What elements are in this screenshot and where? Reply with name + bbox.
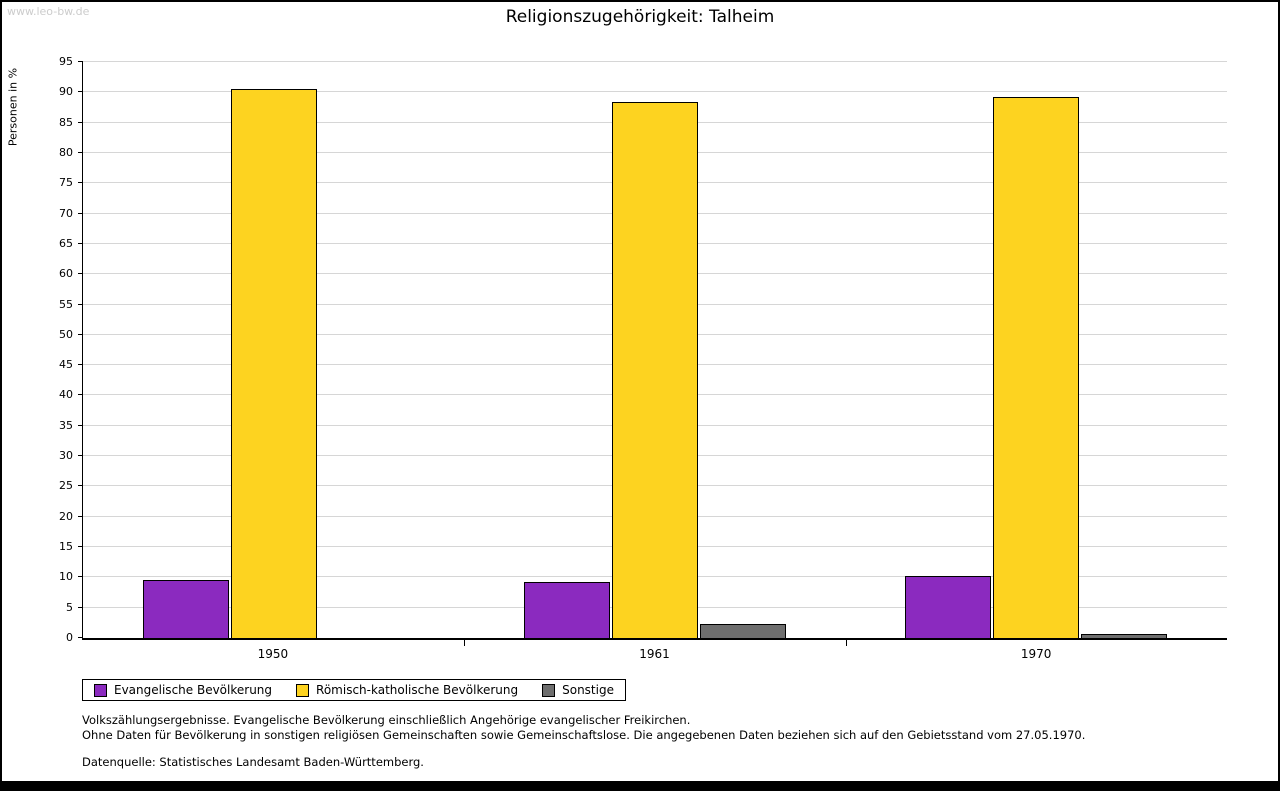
bar-evangelische-1961: [523, 581, 610, 638]
y-axis-tick-label: 95: [59, 55, 73, 68]
watermark: www.leo-bw.de: [7, 5, 90, 18]
legend-item: Römisch-katholische Bevölkerung: [296, 683, 518, 697]
y-axis-tick: [78, 394, 83, 396]
y-axis-tick: [78, 303, 83, 305]
y-axis-tick-label: 35: [59, 418, 73, 432]
legend: Evangelische Bevölkerung Römisch-katholis…: [82, 679, 626, 701]
y-axis-tick: [78, 333, 83, 335]
y-axis-tick: [78, 151, 83, 153]
y-axis-tick: [78, 637, 83, 638]
bars-layer: [83, 62, 1227, 638]
footnote-line-2: Ohne Daten für Bevölkerung in sonstigen …: [82, 727, 1086, 742]
y-axis-tick: [78, 364, 83, 366]
y-axis-tick: [78, 273, 83, 275]
legend-swatch-icon: [94, 683, 107, 697]
bar-group-1950: [83, 62, 464, 638]
x-axis-tick: [845, 638, 847, 646]
x-axis-label-1950: 1950: [257, 647, 289, 661]
y-axis-tick-label: 25: [59, 479, 73, 493]
y-axis-tick-label: 80: [59, 145, 73, 159]
data-source-line: Datenquelle: Statistisches Landesamt Bad…: [82, 755, 424, 769]
y-axis-tick: [78, 576, 83, 578]
y-axis-tick: [78, 424, 83, 426]
legend-item: Sonstige: [542, 683, 614, 697]
footnote-line-1: Volkszählungsergebnisse. Evangelische Be…: [82, 713, 691, 727]
y-axis-tick: [78, 182, 83, 184]
y-axis-tick-label: 90: [59, 85, 73, 99]
plot-area: 0 5 10 15 20 25 30 35 40 45 50 55 60 65 70 75 80 85 90 95: [59, 55, 1227, 646]
gridline: [83, 91, 1227, 93]
bar-evangelische-1970: [905, 576, 992, 638]
y-axis-tick-label: 15: [59, 540, 73, 554]
y-axis-tick-label: 40: [59, 388, 73, 402]
y-axis-tick-label: 85: [59, 115, 73, 129]
gridline: [83, 61, 1227, 62]
legend-label: Evangelische Bevölkerung: [114, 683, 273, 697]
y-axis-tick: [78, 212, 83, 214]
legend-label: Römisch-katholische Bevölkerung: [316, 683, 519, 697]
y-axis-tick-label: 75: [59, 176, 73, 190]
footnotes: Volkszählungsergebnisse. Evangelische Be…: [82, 713, 1085, 770]
y-axis-tick: [78, 485, 83, 487]
bar-group-1970: [846, 62, 1227, 638]
y-axis-tick-label: 65: [59, 236, 73, 250]
y-axis-label: Personen in %: [6, 67, 20, 147]
legend-swatch-icon: [542, 683, 556, 697]
y-axis-tick-label: 20: [59, 509, 73, 523]
y-axis-tick: [78, 546, 83, 548]
bar-evangelische-1950: [142, 580, 229, 638]
y-axis-tick-label: 5: [66, 600, 73, 614]
y-axis-tick-label: 70: [59, 206, 73, 220]
y-axis-tick: [78, 242, 83, 244]
y-axis-tick: [78, 606, 83, 608]
bar-group-1961: [464, 62, 845, 638]
x-axis-label-1961: 1961: [639, 647, 670, 661]
x-axis-label-1970: 1970: [1020, 647, 1052, 661]
y-axis-tick: [78, 61, 83, 62]
x-axis-tick: [464, 638, 466, 646]
y-axis-tick-label: 60: [59, 267, 73, 281]
chart-title: Religionszugehörigkeit: Talheim: [505, 7, 775, 27]
x-axis-labels: 1950 1961 1970: [82, 647, 1227, 661]
y-axis-tick-label: 10: [59, 570, 73, 584]
y-axis-tick-label: 30: [59, 449, 73, 463]
bar-sonstige-1961: [699, 624, 786, 638]
bar-römisch-katholische-1970: [993, 97, 1080, 638]
bottom-border-bar: [2, 781, 1278, 789]
bar-sonstige-1970: [1081, 634, 1168, 638]
legend-item: Evangelische Bevölkerung: [94, 683, 272, 697]
legend-label: Sonstige: [562, 683, 614, 697]
bar-römisch-katholische-1961: [611, 102, 698, 638]
legend-swatch-icon: [296, 683, 310, 697]
bar-römisch-katholische-1950: [230, 89, 317, 638]
y-axis-tick: [78, 455, 83, 457]
y-axis-tick-label: 0: [66, 631, 73, 644]
y-axis-tick: [78, 121, 83, 123]
y-axis-tick-label: 50: [59, 327, 73, 341]
y-axis-tick-label: 55: [59, 297, 73, 311]
y-axis-tick-label: 45: [59, 358, 73, 372]
y-axis-tick: [78, 91, 83, 93]
y-axis-tick: [78, 515, 83, 517]
